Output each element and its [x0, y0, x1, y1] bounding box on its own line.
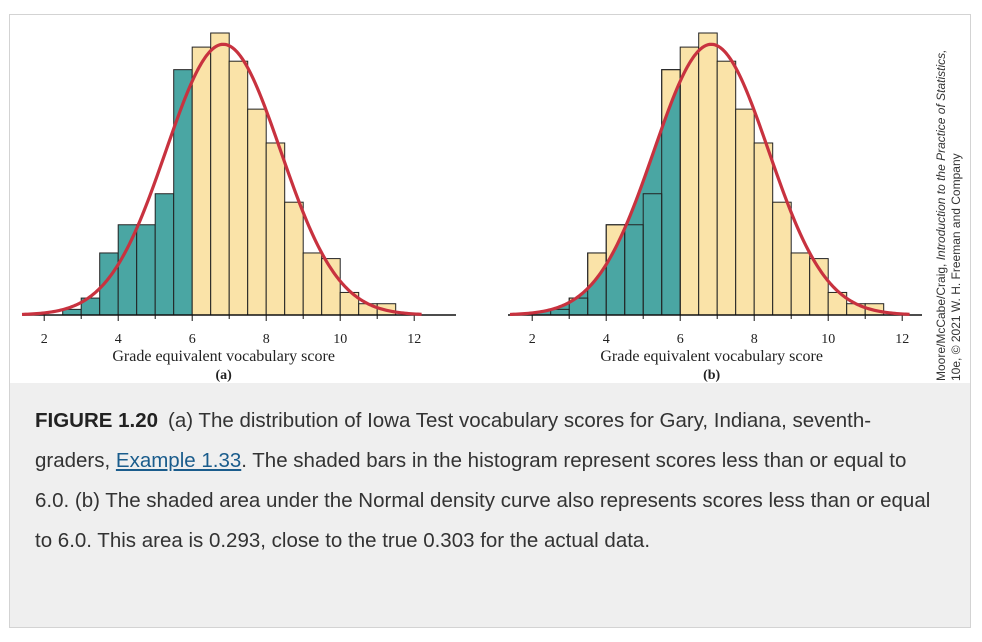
x-axis-label: Grade equivalent vocabulary score [600, 348, 823, 365]
histogram-bar [284, 201, 304, 316]
x-tick-label: 4 [603, 332, 610, 347]
histogram-bar [191, 46, 212, 316]
histogram-bar [698, 32, 718, 316]
histogram-bar [735, 108, 755, 316]
x-tick-label: 8 [751, 332, 758, 347]
x-tick-label: 12 [895, 332, 909, 347]
histogram-bar [679, 46, 700, 316]
credit-line-1: Moore/McCabe/Craig, Introduction to the … [934, 49, 948, 382]
x-tick-label: 10 [821, 332, 835, 347]
image-credit: Moore/McCabe/Craig, Introduction to the … [934, 21, 964, 382]
histogram-bar [302, 252, 323, 316]
caption-text-2: . The shaded bars in the histogram repre… [35, 449, 931, 552]
x-tick-label: 6 [189, 332, 196, 347]
x-tick-label: 10 [333, 332, 347, 347]
histogram-bar [790, 252, 811, 316]
histogram-bar [247, 108, 267, 316]
shaded-area-under-curve [510, 81, 681, 316]
x-axis-label: Grade equivalent vocabulary score [112, 348, 335, 365]
histogram-panel-a: 2 4 6 8 10 12 Grade equivalent vocabulary scor… [21, 32, 456, 383]
x-tick-label: 2 [529, 332, 536, 347]
panel-label: (a) [215, 368, 232, 383]
figure-label: FIGURE 1.20 [35, 409, 159, 432]
normal-density-curve [21, 42, 422, 317]
example-link[interactable]: Example 1.33 [115, 449, 242, 472]
x-tick-label: 4 [115, 332, 122, 347]
figure-caption: FIGURE 1.20 (a) The distribution of Iowa … [35, 401, 935, 561]
panel-label: (b) [703, 368, 720, 383]
histogram-bar [210, 32, 230, 316]
x-tick-label: 12 [407, 332, 421, 347]
histogram-panel-b: 2 4 6 8 10 12 Grade equivalent vocabulary scor… [508, 32, 922, 383]
histogram-bar [154, 193, 175, 316]
caption-text-1: (a) The distribution of Iowa Test vocabu… [35, 409, 872, 472]
histogram-bar [716, 60, 737, 316]
histogram-bar [136, 224, 156, 316]
credit-line-2: 10e, © 2021 W. H. Freeman and Company [949, 153, 963, 381]
figure-frame: 2 4 6 8 10 12 Grade equivalent vocabulary scor… [9, 14, 971, 628]
caption-box: FIGURE 1.20 (a) The distribution of Iowa … [10, 383, 970, 627]
histogram-bar [265, 142, 286, 316]
histogram-bar [228, 60, 249, 316]
figure-area: 2 4 6 8 10 12 Grade equivalent vocabulary scor… [10, 15, 970, 383]
x-tick-label: 8 [263, 332, 270, 347]
histogram-bar [753, 142, 774, 316]
normal-density-curve [509, 42, 910, 317]
x-tick-label: 2 [41, 332, 48, 347]
histogram-bar [772, 201, 792, 316]
x-tick-label: 6 [677, 332, 684, 347]
